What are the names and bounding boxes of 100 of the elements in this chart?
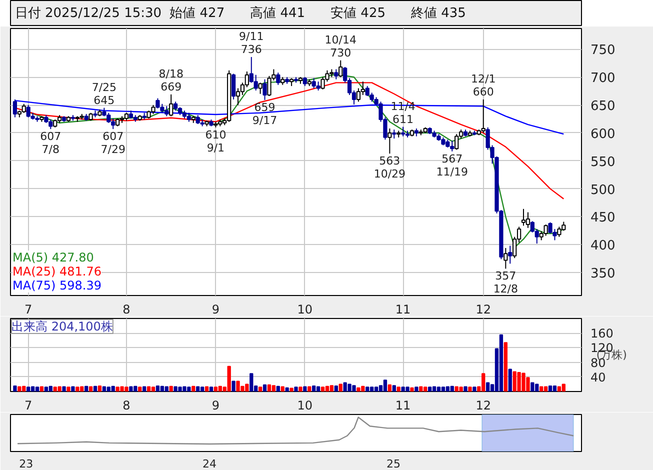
bar [374, 386, 378, 392]
candlestick [276, 72, 280, 86]
bar [192, 386, 196, 392]
y-tick-label: 40 [590, 370, 606, 384]
bar [93, 386, 98, 392]
bar [146, 386, 151, 392]
bar [562, 384, 566, 392]
bar [169, 386, 173, 392]
bar [472, 386, 476, 392]
x-tick-label: 10 [297, 398, 313, 412]
bar [66, 386, 70, 392]
bar [272, 385, 276, 392]
bar [285, 387, 289, 392]
x-tick-label: 12 [476, 398, 492, 412]
candlestick [481, 98, 486, 134]
bar [227, 366, 231, 392]
x-tick-label: 7 [24, 302, 32, 316]
bar [428, 386, 432, 392]
bar [410, 387, 414, 392]
bar [35, 386, 40, 392]
text: 終値 435 [410, 6, 466, 21]
bar [436, 386, 441, 392]
chart-title: 出来高 204,100株 [12, 320, 113, 334]
bar [98, 386, 102, 392]
candlestick [557, 226, 562, 238]
bar [446, 386, 450, 392]
bar [102, 386, 106, 392]
bar [530, 382, 534, 392]
bar [290, 388, 294, 392]
bar [164, 386, 168, 392]
x-tick-label: 11 [395, 398, 411, 412]
bar [298, 386, 302, 392]
x-tick-label: 12 [476, 302, 492, 316]
bar [388, 384, 392, 392]
text: MA(5) 427.80 [12, 250, 94, 264]
bar [383, 380, 388, 392]
annotation: 7/25 645 [92, 80, 117, 107]
text: MA(25) 481.76 [12, 264, 102, 278]
bar [48, 386, 52, 392]
bar [151, 386, 156, 392]
chart-title: 日付 2025/12/25 15:30 [14, 6, 162, 21]
annotation: 610 9/1 [205, 128, 226, 154]
bar [276, 386, 280, 392]
bar [142, 386, 146, 392]
annotation: 10/14 730 [324, 33, 356, 60]
bar [548, 386, 552, 392]
bar [540, 386, 544, 392]
bar [62, 386, 66, 392]
x-tick-label: 8 [122, 302, 130, 316]
candlestick [356, 88, 361, 102]
candlestick [236, 88, 240, 106]
candlestick [338, 60, 343, 78]
annotation: 563 10/29 [374, 154, 406, 181]
bar [44, 386, 48, 392]
annotation: 357 12/8 [493, 270, 518, 296]
y-tick-label: 400 [590, 238, 616, 254]
bar [419, 386, 423, 392]
annotation: 567 11/19 [436, 152, 468, 178]
bar [88, 386, 93, 392]
bar [499, 334, 504, 392]
bar [396, 386, 400, 392]
y-tick-label: 650 [590, 99, 616, 114]
bar [232, 380, 236, 392]
x-tick-label: 23 [19, 458, 34, 470]
annotation: 8/18 669 [158, 67, 184, 94]
bar [156, 386, 160, 392]
bar [58, 386, 62, 392]
bar [338, 384, 342, 392]
line-series [14, 82, 564, 200]
annotation: 607 7/8 [40, 130, 62, 156]
bar [450, 386, 454, 392]
bar [303, 386, 307, 392]
x-tick-label: 11 [395, 302, 411, 316]
y-tick-label: 350 [590, 266, 616, 282]
bar [250, 373, 254, 392]
candlestick [521, 208, 526, 226]
x-tick-label: 10 [297, 302, 313, 316]
x-tick-label: 9 [212, 398, 220, 412]
bar [71, 386, 75, 392]
bar [76, 386, 80, 392]
bar [557, 386, 562, 392]
bar [459, 386, 463, 392]
bar [84, 386, 88, 392]
text: MA(75) 598.39 [12, 278, 102, 292]
bar [468, 386, 472, 392]
bar [196, 386, 200, 392]
bar [508, 368, 512, 392]
bar [325, 386, 330, 392]
bar [320, 386, 325, 392]
bar [18, 386, 22, 392]
text: 高値 441 [250, 5, 306, 21]
bar [312, 386, 316, 392]
y-tick-label: 600 [590, 126, 616, 142]
candlestick [388, 128, 392, 154]
bar [392, 385, 396, 392]
text: 安値 425 [330, 5, 386, 21]
candlestick [244, 71, 249, 88]
candlestick [231, 73, 236, 100]
candlestick [508, 245, 512, 264]
bar [334, 386, 338, 392]
